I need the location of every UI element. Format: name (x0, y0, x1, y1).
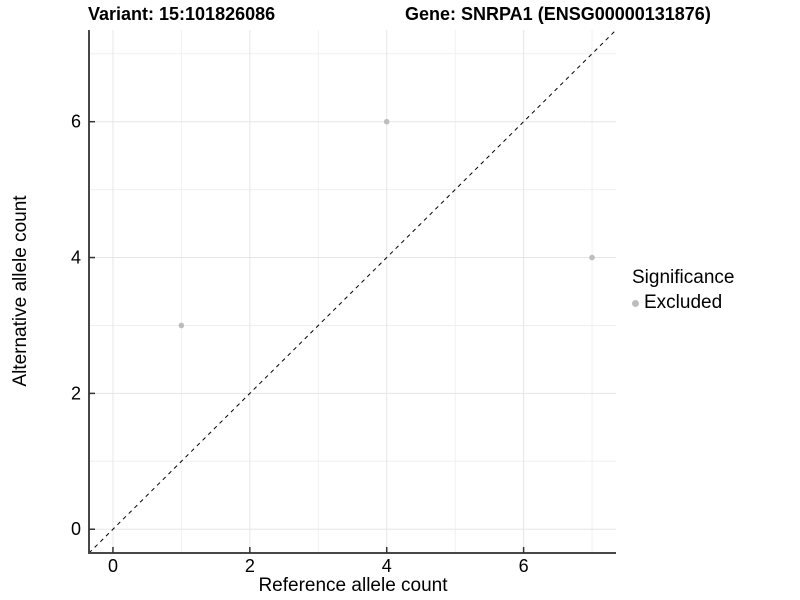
identity-line (88, 29, 617, 554)
data-point (589, 254, 595, 261)
legend-item-excluded: Excluded (632, 292, 734, 314)
x-tick-label: 6 (519, 556, 529, 576)
data-point (383, 118, 390, 125)
legend: Significance Excluded (632, 267, 734, 314)
y-tick-label: 4 (71, 248, 81, 268)
x-tick-label: 4 (382, 556, 392, 576)
plot-title-variant: Variant: 15:101826086 (88, 4, 276, 24)
y-tick-label: 0 (71, 519, 81, 539)
y-axis-title: Alternative allele count (10, 195, 31, 387)
y-tick-label: 2 (71, 383, 81, 403)
x-tick-label: 2 (245, 556, 255, 576)
x-axis-title: Reference allele count (258, 575, 448, 596)
legend-title: Significance (632, 267, 735, 288)
data-point (178, 322, 185, 329)
legend-item-label: Excluded (644, 292, 723, 313)
y-tick-label: 6 (71, 112, 81, 132)
plot-title-gene: Gene: SNRPA1 (ENSG00000131876) (405, 4, 711, 24)
excluded-point-swatch (632, 299, 639, 307)
x-tick-label: 0 (108, 556, 118, 576)
